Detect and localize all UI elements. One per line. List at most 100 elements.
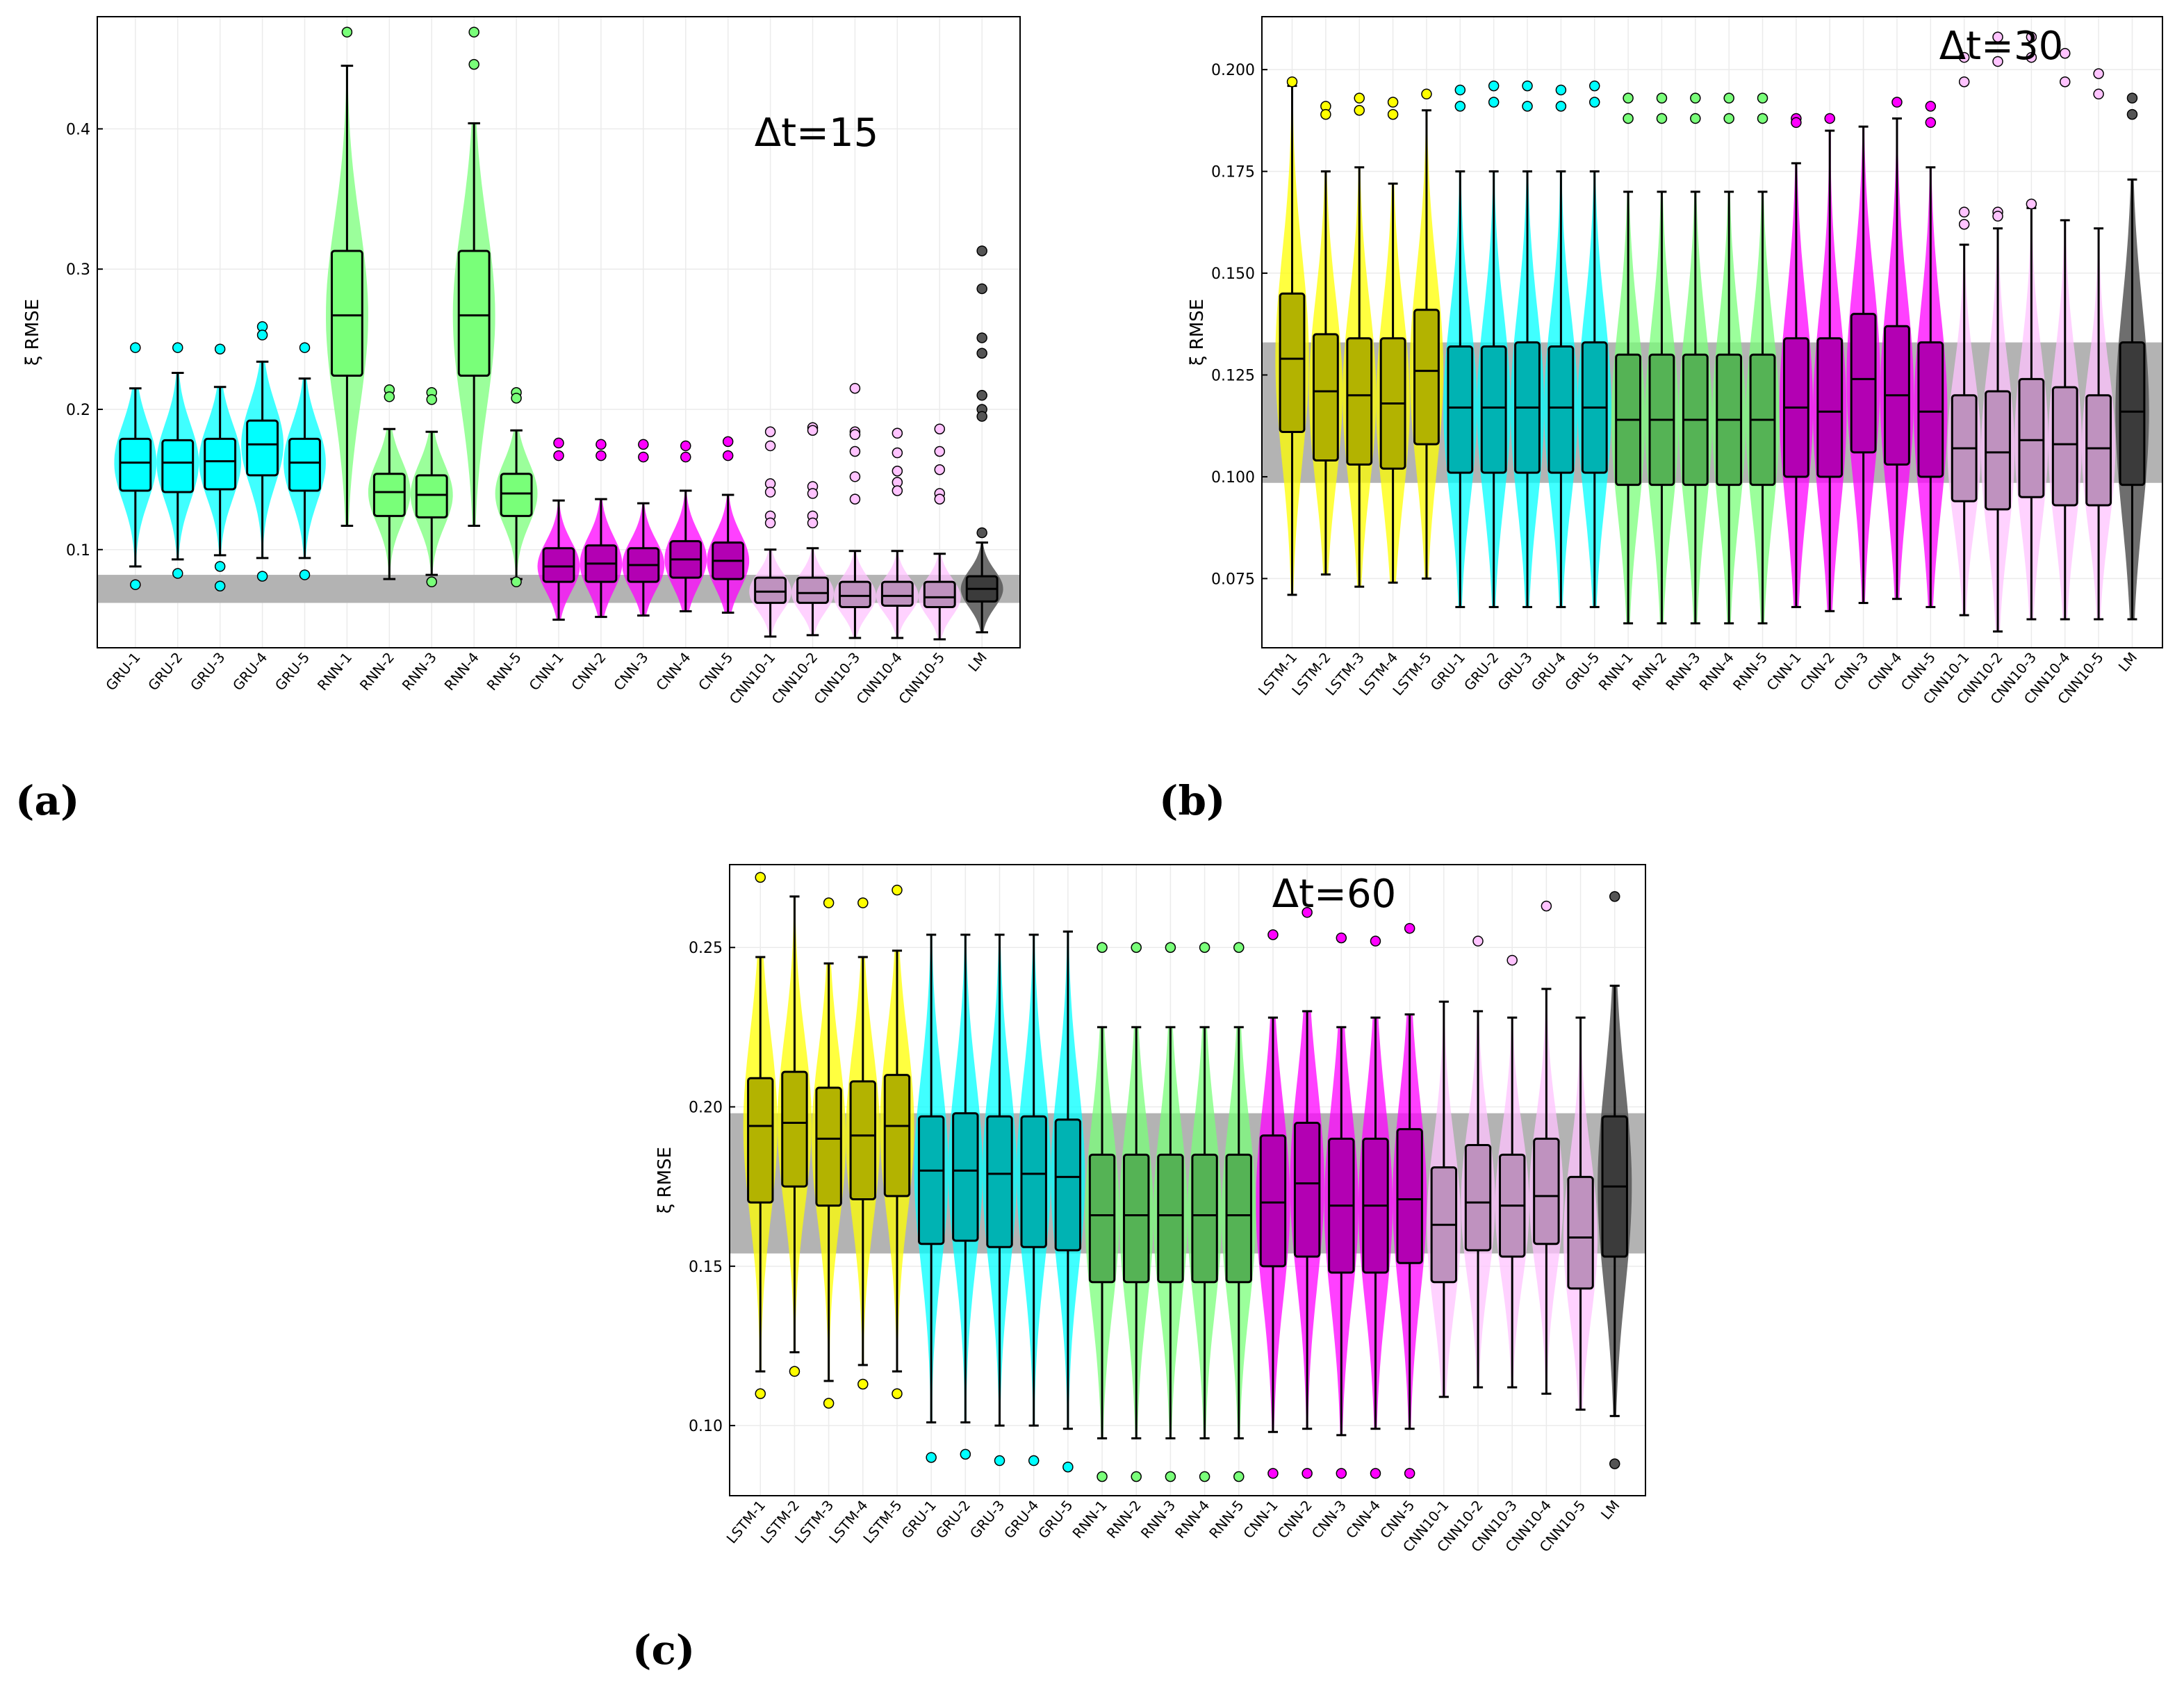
box-iqr xyxy=(1054,1118,1082,1252)
box-RNN-1 xyxy=(326,26,368,527)
box-CNN-5 xyxy=(1393,922,1427,1479)
box-CNN-3 xyxy=(622,439,665,617)
outlier-point xyxy=(1387,108,1399,120)
outlier-point xyxy=(892,1388,903,1400)
box-LSTM-1 xyxy=(743,872,778,1400)
outlier-point xyxy=(426,394,437,405)
box-iqr xyxy=(754,576,787,604)
box-iqr xyxy=(796,576,829,604)
x-tick-label: GRU-1 xyxy=(1427,649,1469,694)
box-iqr xyxy=(204,437,237,491)
x-tick-label: CNN-1 xyxy=(525,649,566,694)
x-tick-label: GRU-4 xyxy=(229,649,271,694)
box-iqr xyxy=(1225,1153,1252,1284)
x-tick-label: CNN-5 xyxy=(695,649,736,694)
outlier-point xyxy=(1656,92,1668,104)
y-tick-label: 0.4 xyxy=(66,121,90,138)
box-CNN10-3 xyxy=(1495,954,1529,1389)
x-tick-label: RNN-1 xyxy=(1595,649,1636,694)
outlier-point xyxy=(1302,1468,1313,1479)
box-CNN10-4 xyxy=(876,427,919,639)
box-iqr xyxy=(1985,390,2011,511)
outlier-point xyxy=(299,342,311,353)
outlier-point xyxy=(976,348,987,359)
outlier-point xyxy=(1958,219,1970,230)
box-RNN-3 xyxy=(1153,942,1188,1482)
outlier-point xyxy=(892,884,903,896)
outlier-point xyxy=(2126,108,2138,120)
outlier-point xyxy=(214,343,226,354)
box-CNN-2 xyxy=(1290,907,1324,1479)
box-CNN-1 xyxy=(537,437,580,621)
outlier-point xyxy=(1506,954,1518,966)
box-iqr xyxy=(1413,309,1440,446)
outlier-point xyxy=(807,425,819,436)
x-tick-label: RNN-2 xyxy=(1629,649,1670,694)
box-LSTM-5 xyxy=(1409,88,1444,580)
box-iqr xyxy=(880,580,914,607)
outlier-point xyxy=(172,568,183,579)
box-iqr xyxy=(1088,1153,1116,1284)
outlier-point xyxy=(1925,117,1937,129)
box-iqr xyxy=(2051,386,2078,507)
box-iqr xyxy=(119,437,152,492)
delta-t-annotation: Δt=60 xyxy=(1272,872,1396,917)
box-iqr xyxy=(883,1074,911,1198)
x-tick-label: RNN-4 xyxy=(1696,649,1737,694)
outlier-point xyxy=(849,471,861,482)
box-iqr xyxy=(952,1112,979,1242)
box-GRU-2 xyxy=(1477,80,1511,608)
box-LSTM-3 xyxy=(812,897,846,1409)
outlier-point xyxy=(1723,92,1734,104)
outlier-point xyxy=(857,1378,869,1390)
box-CNN10-5 xyxy=(918,423,961,641)
box-GRU-5 xyxy=(284,342,326,580)
x-tick-label: RNN-5 xyxy=(1730,649,1771,694)
box-LSTM-2 xyxy=(777,895,812,1377)
outlier-point xyxy=(1588,97,1600,108)
x-tick-label: CNN-3 xyxy=(610,649,651,694)
x-tick-label: CNN-4 xyxy=(652,649,693,694)
outlier-point xyxy=(214,580,226,591)
outlier-point xyxy=(1472,936,1484,947)
box-iqr xyxy=(1816,337,1844,478)
outlier-point xyxy=(755,872,766,883)
outlier-point xyxy=(1757,113,1768,124)
y-tick-label: 0.075 xyxy=(1211,571,1255,588)
box-LM xyxy=(960,245,1003,634)
box-LSTM-1 xyxy=(1275,76,1309,596)
box-CNN10-4 xyxy=(1529,900,1563,1395)
outlier-point xyxy=(722,436,734,448)
x-tick-label: RNN-3 xyxy=(1138,1497,1179,1542)
outlier-point xyxy=(960,1448,971,1460)
box-GRU-1 xyxy=(1443,84,1477,608)
outlier-point xyxy=(130,579,141,590)
box-RNN-4 xyxy=(452,26,495,527)
outlier-point xyxy=(596,450,607,461)
outlier-point xyxy=(511,393,522,404)
delta-t-annotation: Δt=15 xyxy=(755,111,878,156)
outlier-point xyxy=(1623,92,1634,104)
box-CNN-2 xyxy=(1813,113,1847,612)
box-iqr xyxy=(747,1077,774,1204)
box-LSTM-4 xyxy=(1376,97,1410,584)
outlier-point xyxy=(1028,1455,1040,1467)
outlier-point xyxy=(1404,1468,1415,1479)
outlier-point xyxy=(764,440,776,452)
box-CNN10-2 xyxy=(791,422,834,637)
outlier-point xyxy=(1233,1471,1245,1482)
x-tick-label: RNN-5 xyxy=(1206,1497,1247,1542)
outlier-point xyxy=(596,439,607,450)
outlier-point xyxy=(849,382,861,394)
x-tick-label: GRU-5 xyxy=(272,649,313,694)
x-tick-label: LM xyxy=(1598,1497,1623,1523)
subfigure-label-b: (b) xyxy=(1159,777,1226,824)
box-iqr xyxy=(1533,1137,1560,1245)
outlier-point xyxy=(1992,56,2003,67)
outlier-point xyxy=(1958,76,1970,88)
x-tick-label: GRU-3 xyxy=(187,649,229,694)
box-GRU-1 xyxy=(114,342,157,590)
subfigure-label-c: (c) xyxy=(632,1626,696,1674)
x-tick-label: LM xyxy=(2115,649,2141,675)
outlier-point xyxy=(892,485,903,496)
